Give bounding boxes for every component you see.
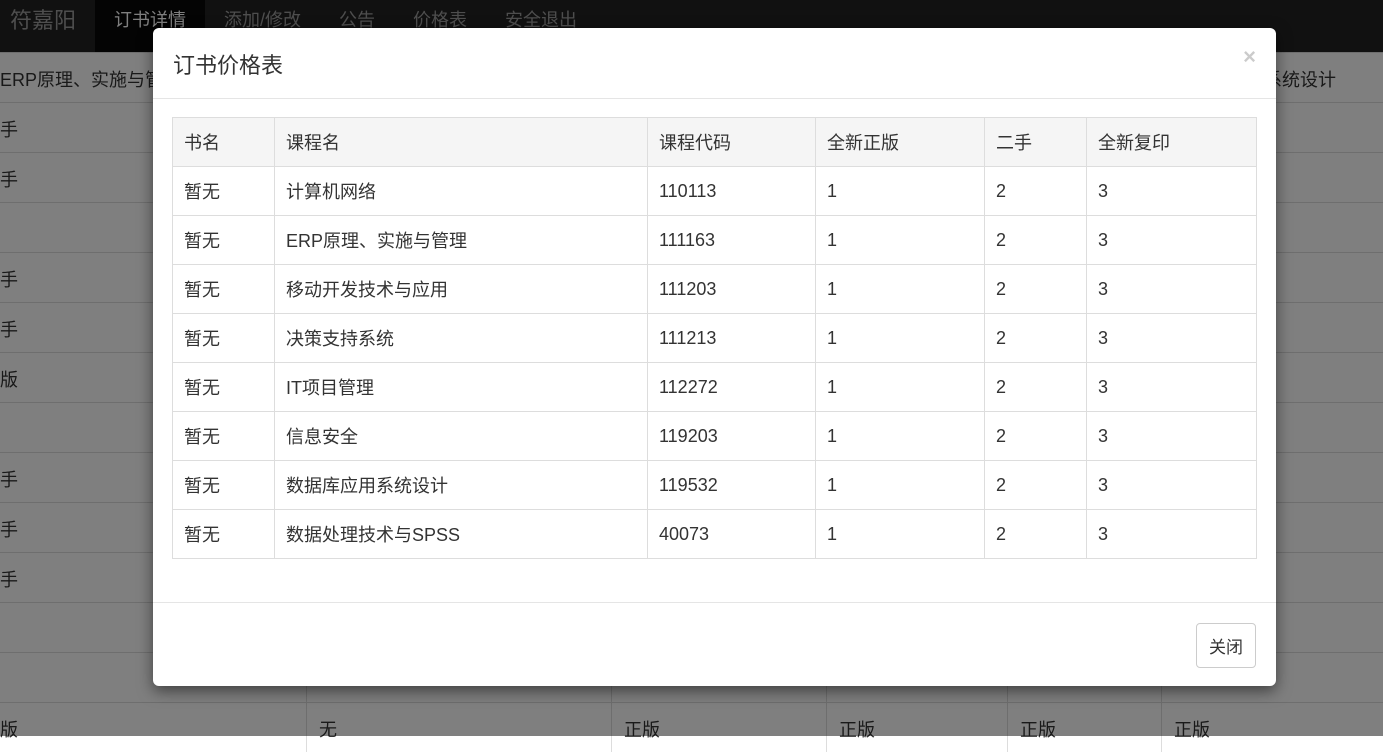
- price-table: 书名 课程名 课程代码 全新正版 二手 全新复印 暂无 计算机网络 110113 1 2 3 暂无 ER…: [172, 117, 1257, 559]
- table-cell: 决策支持系统: [274, 313, 648, 363]
- table-row: 暂无 IT项目管理 112272 1 2 3: [172, 362, 1257, 412]
- table-cell: 2: [984, 215, 1087, 265]
- table-cell: 3: [1086, 264, 1257, 314]
- table-cell: 暂无: [172, 411, 275, 461]
- table-cell: 1: [815, 362, 985, 412]
- table-cell: IT项目管理: [274, 362, 648, 412]
- close-icon[interactable]: ×: [1243, 44, 1256, 69]
- table-cell: 112272: [647, 362, 816, 412]
- price-modal: 订书价格表 × 书名 课程名 课程代码 全新正版 二手 全新复印 暂无 计算机网络 11011…: [153, 28, 1276, 686]
- close-button[interactable]: 关闭: [1196, 623, 1256, 668]
- table-row: 暂无 数据处理技术与SPSS 40073 1 2 3: [172, 509, 1257, 559]
- column-header: 全新复印: [1086, 117, 1257, 167]
- column-header: 课程名: [274, 117, 648, 167]
- table-cell: 暂无: [172, 215, 275, 265]
- table-cell: 1: [815, 215, 985, 265]
- table-cell: 119532: [647, 460, 816, 510]
- table-cell: 3: [1086, 509, 1257, 559]
- table-cell: 暂无: [172, 509, 275, 559]
- table-row: 暂无 决策支持系统 111213 1 2 3: [172, 313, 1257, 363]
- column-header: 二手: [984, 117, 1087, 167]
- table-cell: 暂无: [172, 264, 275, 314]
- table-cell: 1: [815, 460, 985, 510]
- column-header: 全新正版: [815, 117, 985, 167]
- modal-header: 订书价格表 ×: [153, 28, 1276, 99]
- table-cell: 数据库应用系统设计: [274, 460, 648, 510]
- table-cell: 1: [815, 264, 985, 314]
- table-cell: 计算机网络: [274, 166, 648, 216]
- column-header: 课程代码: [647, 117, 816, 167]
- table-cell: 2: [984, 166, 1087, 216]
- table-row: 暂无 信息安全 119203 1 2 3: [172, 411, 1257, 461]
- table-cell: 移动开发技术与应用: [274, 264, 648, 314]
- table-row: 暂无 移动开发技术与应用 111203 1 2 3: [172, 264, 1257, 314]
- table-cell: 3: [1086, 362, 1257, 412]
- table-header-row: 书名 课程名 课程代码 全新正版 二手 全新复印: [172, 117, 1257, 167]
- table-cell: 111213: [647, 313, 816, 363]
- table-row: 暂无 数据库应用系统设计 119532 1 2 3: [172, 460, 1257, 510]
- table-cell: 2: [984, 313, 1087, 363]
- table-cell: 2: [984, 362, 1087, 412]
- table-cell: 40073: [647, 509, 816, 559]
- table-cell: 2: [984, 509, 1087, 559]
- modal-body: 书名 课程名 课程代码 全新正版 二手 全新复印 暂无 计算机网络 110113 1 2 3 暂无 ER…: [153, 99, 1276, 603]
- table-cell: 暂无: [172, 460, 275, 510]
- table-cell: 信息安全: [274, 411, 648, 461]
- table-cell: 3: [1086, 166, 1257, 216]
- table-cell: 3: [1086, 411, 1257, 461]
- modal-title: 订书价格表: [173, 53, 284, 78]
- table-cell: 2: [984, 460, 1087, 510]
- table-cell: 数据处理技术与SPSS: [274, 509, 648, 559]
- table-cell: 119203: [647, 411, 816, 461]
- table-cell: 1: [815, 411, 985, 461]
- table-cell: 暂无: [172, 313, 275, 363]
- table-cell: 2: [984, 264, 1087, 314]
- table-cell: 111203: [647, 264, 816, 314]
- table-cell: 3: [1086, 215, 1257, 265]
- table-cell: 111163: [647, 215, 816, 265]
- modal-footer: 关闭: [153, 603, 1276, 688]
- table-cell: 3: [1086, 313, 1257, 363]
- table-cell: ERP原理、实施与管理: [274, 215, 648, 265]
- table-cell: 暂无: [172, 362, 275, 412]
- table-cell: 1: [815, 509, 985, 559]
- table-cell: 110113: [647, 166, 816, 216]
- table-row: 暂无 计算机网络 110113 1 2 3: [172, 166, 1257, 216]
- table-cell: 暂无: [172, 166, 275, 216]
- table-cell: 1: [815, 166, 985, 216]
- table-cell: 2: [984, 411, 1087, 461]
- column-header: 书名: [172, 117, 275, 167]
- table-row: 暂无 ERP原理、实施与管理 111163 1 2 3: [172, 215, 1257, 265]
- table-cell: 3: [1086, 460, 1257, 510]
- table-cell: 1: [815, 313, 985, 363]
